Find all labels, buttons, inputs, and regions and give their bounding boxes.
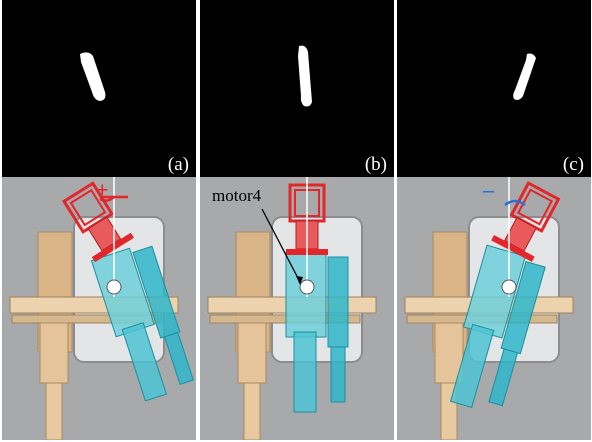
robot-render-b: motor4 (200, 177, 394, 440)
gripper-c (491, 181, 561, 262)
angle-sign-plus: + (96, 177, 109, 202)
motor4-label: motor4 (212, 186, 262, 205)
mask-image-a: (a) (2, 0, 196, 177)
mask-image-b: (b) (200, 0, 394, 177)
angle-sign-minus: – (483, 177, 494, 202)
panel-c: (c) (397, 0, 591, 440)
motor4-arrow (261, 208, 301, 283)
panel-a: (a) (2, 0, 196, 440)
segmentation-mask-a (80, 52, 106, 101)
segmentation-mask-c (513, 53, 536, 100)
gripper-a (61, 181, 134, 263)
lower-actuator (237, 322, 267, 384)
lower-actuator (39, 322, 69, 384)
panel-b: (b) (200, 0, 394, 440)
arm-assembly-a (90, 245, 194, 402)
segmentation-mask-b (298, 45, 312, 107)
panel-label-c: (c) (562, 154, 584, 175)
panel-label-a: (a) (167, 154, 189, 175)
robot-render-c: – (397, 177, 591, 440)
arm-assembly-b (285, 251, 349, 413)
arm-assembly-c (449, 244, 546, 408)
mask-image-c: (c) (397, 0, 591, 177)
robot-render-a: + (2, 177, 196, 440)
panel-label-b: (b) (364, 154, 387, 175)
